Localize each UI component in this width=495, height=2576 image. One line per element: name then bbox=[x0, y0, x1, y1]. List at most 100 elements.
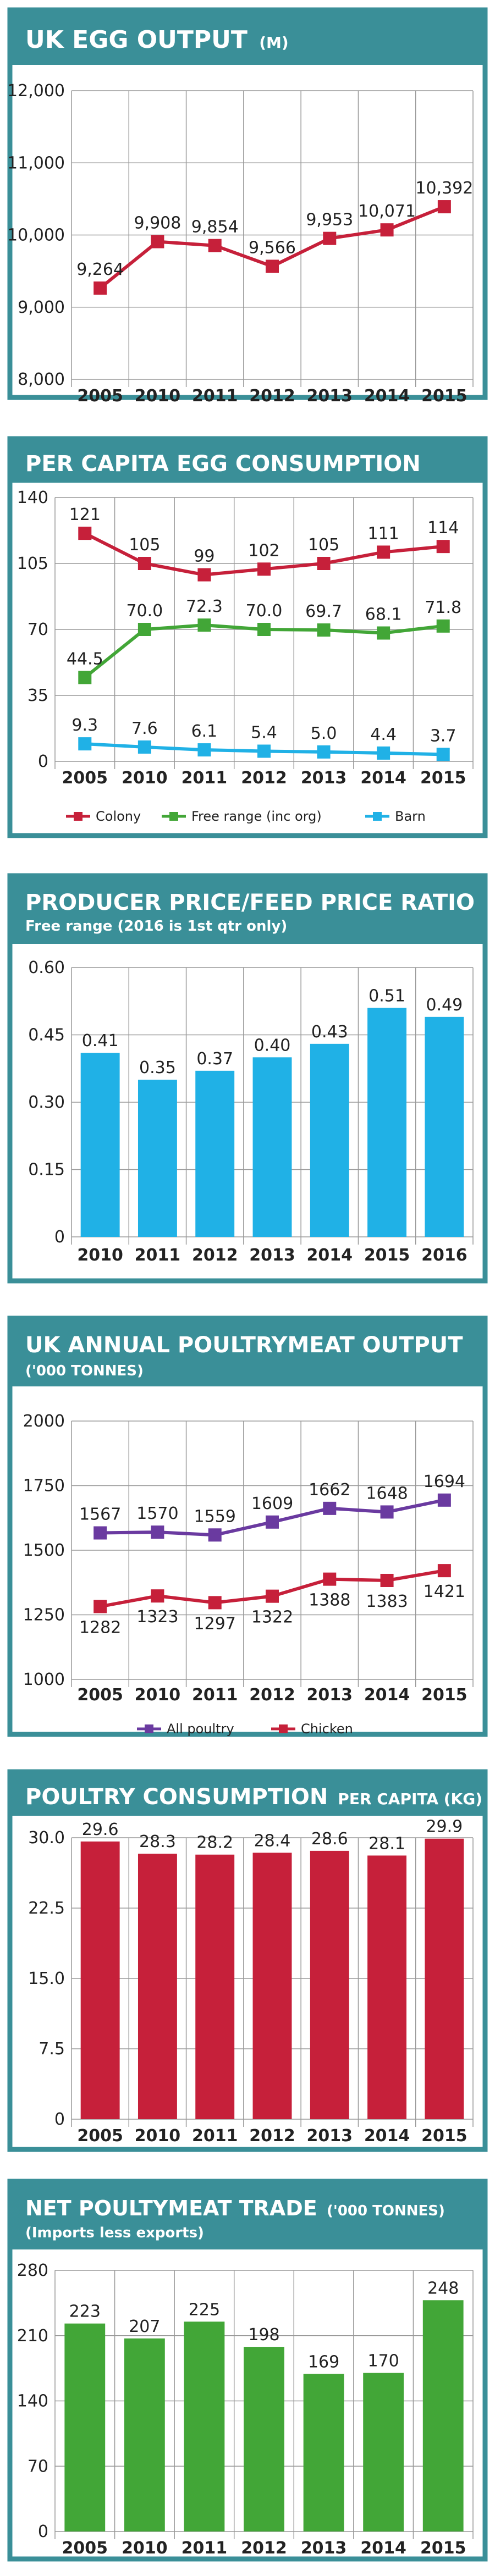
series-point bbox=[197, 618, 211, 632]
point-value-label: 5.0 bbox=[311, 724, 337, 743]
y-tick-label: 10,000 bbox=[7, 226, 65, 245]
bar bbox=[363, 2373, 404, 2531]
series-point bbox=[437, 200, 451, 214]
x-tick-label: 2014 bbox=[364, 2126, 410, 2146]
bar bbox=[425, 1838, 464, 2119]
x-tick-label: 2012 bbox=[249, 1685, 295, 1705]
x-tick-label: 2010 bbox=[122, 769, 168, 788]
series-point bbox=[317, 557, 331, 570]
bar-value-label: 29.6 bbox=[82, 1820, 119, 1839]
panel-header bbox=[12, 12, 483, 65]
series-point bbox=[94, 281, 107, 295]
point-value-label: 102 bbox=[248, 541, 279, 560]
y-tick-label: 105 bbox=[17, 554, 48, 573]
point-value-label: 9,908 bbox=[134, 214, 181, 233]
x-tick-label: 2010 bbox=[135, 1685, 181, 1705]
series-point bbox=[138, 557, 151, 570]
y-tick-label: 1500 bbox=[23, 1541, 65, 1560]
bar bbox=[425, 1016, 464, 1237]
legend-label: All poultry bbox=[167, 1721, 234, 1737]
chart-title: PER CAPITA EGG CONSUMPTION bbox=[25, 451, 421, 477]
bar-value-label: 225 bbox=[189, 2300, 220, 2319]
series-point bbox=[78, 527, 92, 540]
legend-swatch-marker bbox=[145, 1724, 153, 1733]
y-tick-label: 70 bbox=[28, 620, 48, 639]
x-tick-label: 2014 bbox=[364, 1685, 410, 1705]
series-point bbox=[323, 1501, 337, 1515]
bar bbox=[252, 1853, 292, 2119]
series-point bbox=[436, 619, 450, 633]
bar bbox=[367, 1008, 407, 1237]
bar-value-label: 0.43 bbox=[311, 1022, 348, 1042]
series-point bbox=[257, 744, 271, 758]
y-tick-label: 12,000 bbox=[7, 81, 65, 101]
series-point bbox=[266, 1515, 279, 1529]
chart-uk-egg-output: UK EGG OUTPUT (M) 8,000 9,000 10,000 11,000… bbox=[7, 7, 488, 406]
point-value-label: 1297 bbox=[194, 1614, 236, 1633]
bar-value-label: 28.6 bbox=[311, 1829, 348, 1849]
series-point bbox=[257, 562, 271, 576]
y-tick-label: 70 bbox=[28, 2457, 48, 2476]
series-point bbox=[437, 1564, 451, 1578]
point-value-label: 111 bbox=[368, 524, 399, 543]
chart-subtitle: (Imports less exports) bbox=[25, 2225, 204, 2241]
bar-value-label: 207 bbox=[129, 2317, 160, 2336]
bar bbox=[195, 1854, 235, 2119]
legend-swatch-marker bbox=[74, 812, 82, 821]
bar bbox=[310, 1850, 349, 2119]
series-point bbox=[317, 745, 331, 759]
panel-header bbox=[12, 1320, 483, 1386]
chart-poultrymeat-output: UK ANNUAL POULTRYMEAT OUTPUT ('000 TONNE… bbox=[7, 1315, 488, 1737]
y-tick-label: 0.60 bbox=[28, 958, 65, 977]
point-value-label: 1567 bbox=[79, 1505, 121, 1524]
y-tick-label: 1000 bbox=[23, 1670, 65, 1689]
x-tick-label: 2012 bbox=[241, 2539, 287, 2558]
bar-value-label: 0.40 bbox=[254, 1036, 291, 1055]
x-tick-label: 2015 bbox=[421, 386, 468, 406]
point-value-label: 68.1 bbox=[365, 605, 402, 624]
point-value-label: 5.4 bbox=[251, 723, 277, 742]
point-value-label: 3.7 bbox=[430, 726, 457, 745]
bar bbox=[124, 2338, 165, 2531]
series-point bbox=[94, 1526, 107, 1540]
point-value-label: 1662 bbox=[309, 1480, 350, 1500]
panel-header bbox=[12, 441, 483, 483]
x-tick-label: 2014 bbox=[307, 1246, 353, 1265]
x-tick-label: 2014 bbox=[360, 2539, 406, 2558]
plot-grid: 8,000 9,000 10,000 11,000 12,000 2005 2010 2011… bbox=[7, 81, 474, 406]
series-point bbox=[151, 235, 164, 248]
point-value-label: 9,264 bbox=[76, 260, 124, 279]
series-point bbox=[208, 1528, 222, 1542]
series-point bbox=[266, 1589, 279, 1603]
series-point bbox=[380, 223, 394, 237]
point-value-label: 70.0 bbox=[246, 601, 283, 621]
legend-swatch-marker bbox=[279, 1724, 288, 1733]
bar-value-label: 223 bbox=[69, 2302, 101, 2321]
x-tick-label: 2013 bbox=[307, 2126, 353, 2146]
chart-per-capita-egg-consumption: PER CAPITA EGG CONSUMPTION 0 35 70 105 140 20… bbox=[7, 436, 488, 838]
point-value-label: 1694 bbox=[424, 1472, 465, 1491]
chart-title: NET POULTYMEAT TRADE ('000 TONNES) bbox=[25, 2196, 445, 2220]
series-point bbox=[436, 540, 450, 554]
plot-grid: 0 35 70 105 140 2005 2010 2011 2012 2013 2014 2015 bbox=[17, 488, 474, 788]
plot-grid: 0 0.15 0.30 0.45 0.60 2010 2011 2012 2013 2014 201… bbox=[28, 958, 474, 1265]
bar bbox=[244, 2347, 284, 2531]
bar bbox=[195, 1070, 235, 1237]
bar-value-label: 170 bbox=[368, 2352, 399, 2371]
x-tick-label: 2013 bbox=[301, 769, 347, 788]
x-tick-label: 2015 bbox=[421, 2126, 468, 2146]
series-point bbox=[380, 1573, 394, 1587]
bar bbox=[303, 2374, 344, 2531]
series-point bbox=[138, 740, 151, 754]
x-tick-label: 2011 bbox=[192, 1685, 238, 1705]
chart-subtitle: Free range (2016 is 1st qtr only) bbox=[25, 918, 287, 935]
x-tick-label: 2005 bbox=[62, 2539, 108, 2558]
x-tick-label: 2015 bbox=[364, 1246, 410, 1265]
series-point bbox=[78, 737, 92, 751]
bar bbox=[80, 1053, 120, 1237]
legend-label: Chicken bbox=[301, 1721, 353, 1737]
x-tick-label: 2011 bbox=[192, 386, 238, 406]
legend-label: Free range (inc org) bbox=[191, 809, 322, 824]
bar bbox=[184, 2321, 225, 2531]
y-tick-label: 2000 bbox=[23, 1412, 65, 1431]
